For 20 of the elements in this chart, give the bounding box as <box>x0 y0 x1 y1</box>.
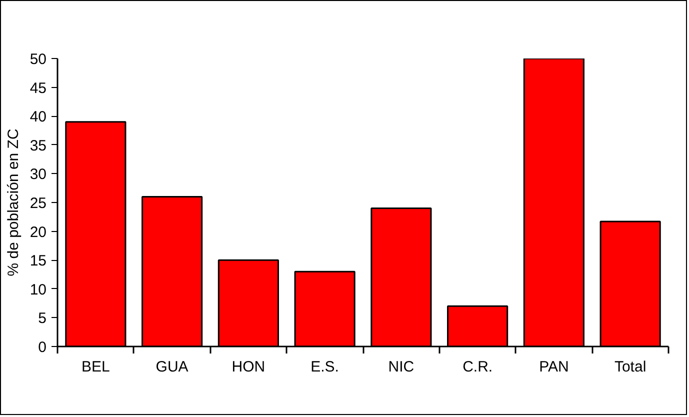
x-tick-label: E.S. <box>310 358 339 376</box>
x-tick-label: C.R. <box>462 358 493 376</box>
y-tick-label: 35 <box>30 137 47 154</box>
y-tick-label: 30 <box>30 166 47 184</box>
y-tick-label: 50 <box>30 51 47 68</box>
y-tick-label: 20 <box>30 224 47 241</box>
y-axis-title: % de población en ZC <box>4 128 22 276</box>
y-tick-label: 15 <box>30 252 47 270</box>
y-tick-label: 10 <box>30 281 47 298</box>
y-tick-label: 25 <box>30 195 47 212</box>
x-tick-label: HON <box>232 358 266 376</box>
y-tick-label: 45 <box>30 80 47 97</box>
x-tick-label: BEL <box>82 358 110 376</box>
x-tick-label: Total <box>614 358 646 376</box>
y-tick-label: 40 <box>30 108 47 126</box>
y-tick-label: 0 <box>38 339 46 356</box>
x-tick-label: NIC <box>388 358 414 376</box>
x-tick-label: GUA <box>156 358 188 376</box>
y-tick-label: 5 <box>38 310 46 328</box>
x-tick-label: PAN <box>539 358 569 376</box>
